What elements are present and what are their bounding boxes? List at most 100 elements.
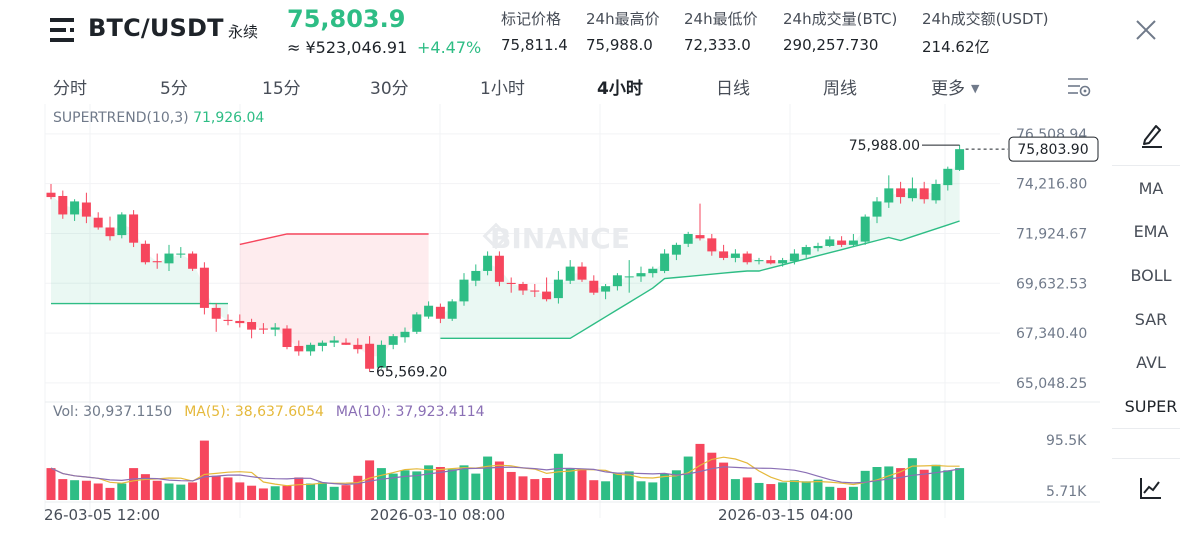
candle-body	[81, 202, 91, 217]
tab-15m[interactable]: 15分	[262, 79, 301, 99]
sidebar-item-ma[interactable]: MA	[1138, 179, 1164, 198]
candle-body	[117, 214, 127, 236]
volume-bar	[624, 471, 634, 500]
sidebar-item-super[interactable]: SUPER	[1124, 397, 1178, 416]
stat-24h-volume-btc: 24h成交量(BTC) 290,257.730	[783, 8, 897, 54]
sidebar-item-avl[interactable]: AVL	[1136, 353, 1166, 372]
candle-body	[683, 234, 693, 244]
volume-bar	[801, 481, 811, 500]
price-axis-label: 67,340.40	[1016, 326, 1087, 342]
candle-body	[483, 255, 493, 271]
draw-pen-icon[interactable]	[1140, 122, 1164, 148]
volume-bar	[778, 482, 788, 500]
candle-body	[766, 260, 776, 264]
stat-value: 75,988.0	[586, 36, 653, 54]
candle-body	[671, 244, 681, 255]
tab-30m[interactable]: 30分	[370, 79, 409, 99]
last-price: 75,803.9	[287, 5, 406, 33]
volume-bar	[766, 484, 776, 500]
stat-24h-turnover-usdt: 24h成交额(USDT) 214.62亿	[922, 8, 1049, 57]
candle-body	[176, 253, 186, 255]
tab-5m[interactable]: 5分	[160, 79, 188, 99]
candle-body	[199, 267, 209, 308]
tab-4h[interactable]: 4小时	[597, 79, 643, 99]
candle-body	[494, 255, 504, 282]
tab-1h[interactable]: 1小时	[480, 79, 525, 99]
candle-body	[164, 253, 174, 264]
volume-bar	[341, 485, 351, 500]
candle-body	[825, 239, 835, 246]
candle-body	[553, 279, 563, 299]
indicator-chart-icon[interactable]	[1139, 476, 1163, 500]
tab-time[interactable]: 分时	[53, 79, 87, 99]
volume-bar	[58, 479, 68, 500]
candle-body	[636, 273, 646, 277]
close-icon[interactable]	[1134, 18, 1158, 42]
candle-body	[294, 345, 304, 352]
sidebar-item-sar[interactable]: SAR	[1134, 310, 1168, 329]
volume-bar	[660, 473, 670, 500]
candle-body	[235, 320, 245, 324]
candle-body	[282, 328, 292, 348]
volume-bar	[235, 482, 245, 500]
candle-body	[589, 280, 599, 293]
low-marker-label: 65,569.20	[376, 365, 447, 381]
sidebar-item-ema[interactable]: EMA	[1133, 222, 1169, 241]
volume-bar	[435, 467, 445, 500]
tab-1w[interactable]: 周线	[823, 79, 857, 99]
candle-body	[872, 201, 882, 217]
volume-bar	[93, 483, 103, 500]
candle-body	[518, 283, 528, 291]
volume-bar	[459, 465, 469, 500]
sidebar-item-boll[interactable]: BOLL	[1130, 266, 1172, 285]
tab-more[interactable]: 更多 ▼	[931, 74, 979, 99]
stat-mark-price: 标记价格 75,811.4	[501, 8, 568, 54]
volume-bar	[589, 480, 599, 500]
candle-body	[329, 340, 339, 343]
candle-body	[707, 238, 717, 252]
chart-settings-icon[interactable]	[1066, 76, 1092, 98]
volume-axis-label: 5.71K	[1046, 484, 1087, 500]
price-axis-label: 65,048.25	[1016, 376, 1087, 392]
sidebar-divider	[1112, 165, 1180, 166]
candle-body	[140, 243, 150, 263]
candle-body	[93, 217, 103, 228]
volume-bar	[860, 470, 870, 500]
volume-bar	[530, 479, 540, 500]
menu-list-icon[interactable]	[50, 18, 76, 42]
candle-body	[648, 268, 658, 274]
volume-bar	[365, 460, 375, 500]
candle-body	[400, 331, 410, 338]
candle-body	[152, 261, 162, 263]
volume-bar	[955, 468, 965, 500]
volume-bar	[270, 486, 280, 500]
interval-tabs: 分时 5分 15分 30分 1小时 4小时 日线 周线 更多 ▼	[0, 74, 1100, 100]
stat-value: 290,257.730	[783, 36, 879, 54]
candle-body	[789, 253, 799, 262]
kline-chart[interactable]: BINANCE 76,508.9474,216.8071,924.6769,63…	[0, 104, 1100, 530]
candle-body	[365, 343, 375, 369]
candle-body	[742, 253, 752, 263]
volume-bar	[117, 483, 127, 500]
candle-body	[837, 240, 847, 245]
candle-body	[660, 253, 670, 271]
supertrend-value: 71,926.04	[193, 110, 265, 126]
volume-bar	[506, 471, 516, 500]
time-axis-label: 2026-03-10 08:00	[370, 506, 505, 524]
volume-bar	[211, 475, 221, 500]
trading-pair[interactable]: BTC/USDT	[88, 14, 224, 42]
tab-1d[interactable]: 日线	[716, 79, 750, 99]
candle-body	[471, 270, 481, 281]
candle-body	[129, 214, 139, 243]
watermark-text: BINANCE	[490, 222, 630, 255]
volume-bar	[258, 488, 268, 500]
candle-body	[624, 276, 634, 278]
volume-bar	[388, 473, 398, 500]
watermark-logo-icon	[482, 222, 510, 250]
candle-body	[247, 322, 257, 330]
volume-bar	[636, 481, 646, 500]
candle-body	[188, 253, 198, 269]
candle-body	[896, 188, 906, 198]
volume-bar	[896, 468, 906, 500]
volume-bar	[329, 486, 339, 500]
